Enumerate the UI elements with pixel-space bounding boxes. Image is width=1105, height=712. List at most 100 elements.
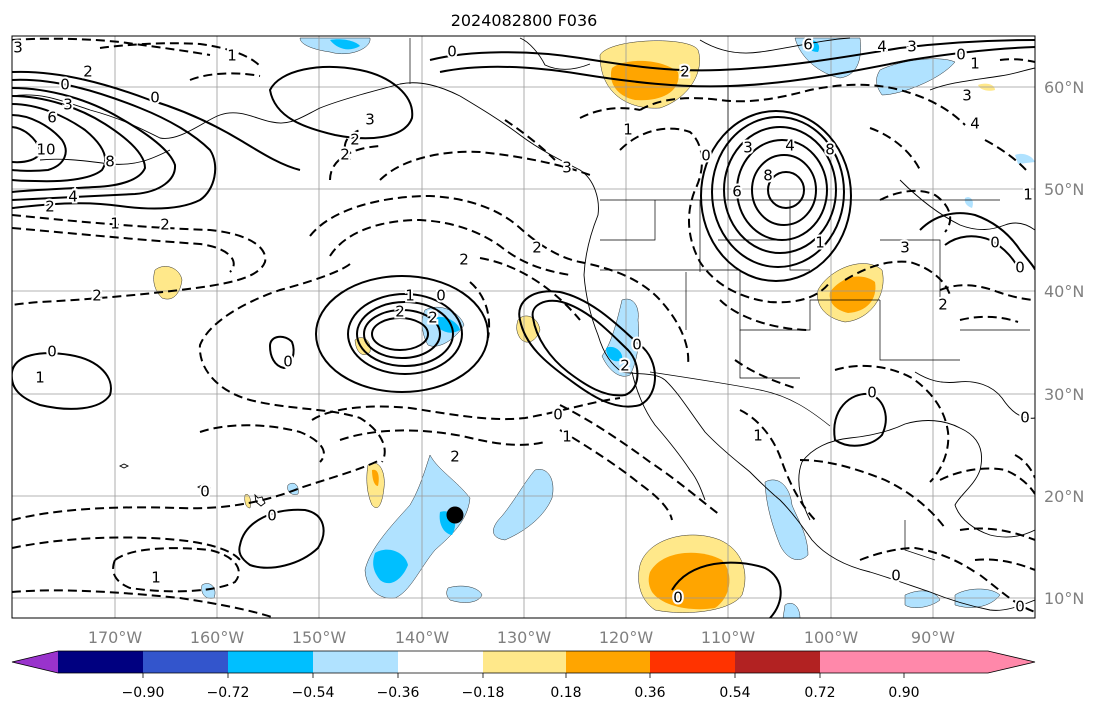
lat-label: 30°N bbox=[1044, 385, 1084, 404]
contour-label: 3 bbox=[63, 96, 73, 114]
contour-label: 1 bbox=[753, 427, 763, 445]
contour-label: 3 bbox=[13, 39, 23, 57]
colorbar-tick-label: −0.54 bbox=[292, 685, 335, 701]
colorbar-tick-label: −0.72 bbox=[207, 685, 250, 701]
map-title: 2024082800 F036 bbox=[451, 11, 598, 30]
political-borders bbox=[409, 38, 1030, 561]
contour-label: 1 bbox=[151, 569, 161, 587]
colorbar-segment bbox=[650, 651, 735, 673]
colorbar-max-extension bbox=[988, 651, 1035, 673]
contour-label: 0 bbox=[701, 147, 711, 165]
contour-label: 0 bbox=[1015, 598, 1025, 616]
map-frame bbox=[11, 35, 1036, 619]
contour-label: 0 bbox=[553, 406, 563, 424]
contour-label: 4 bbox=[785, 137, 795, 155]
contour-label: 2 bbox=[395, 303, 405, 321]
colorbar-segment bbox=[143, 651, 228, 673]
contour-label: 0 bbox=[673, 589, 683, 607]
colorbar-segment bbox=[820, 651, 904, 673]
contour-label: 2 bbox=[532, 239, 542, 257]
contour-label: 4 bbox=[68, 188, 78, 206]
colorbar-tick-label: 0.54 bbox=[719, 685, 750, 701]
lon-label: 90°W bbox=[911, 628, 955, 647]
contour-label: 3 bbox=[907, 38, 917, 56]
contour-label: 0 bbox=[283, 353, 293, 371]
colorbar-tick-label: 0.36 bbox=[634, 685, 665, 701]
colorbar-min-extension bbox=[12, 651, 58, 673]
contour-label: 8 bbox=[825, 141, 835, 159]
contour-label: 4 bbox=[877, 38, 887, 56]
contour-label: 1 bbox=[970, 55, 980, 73]
contour-label: 2 bbox=[45, 198, 55, 216]
contour-label: 1 bbox=[35, 369, 45, 387]
colorbar-segment bbox=[228, 651, 313, 673]
coastlines bbox=[12, 37, 1035, 611]
contour-label: 0 bbox=[436, 287, 446, 305]
contour-label: 0 bbox=[1020, 409, 1030, 427]
contour-label: 3 bbox=[962, 87, 972, 105]
colorbar-segment bbox=[904, 651, 988, 673]
contour-label: 1 bbox=[815, 234, 825, 252]
contour-label: 2 bbox=[459, 251, 469, 269]
lon-label: 110°W bbox=[701, 628, 756, 647]
colorbar-tick-label: 0.90 bbox=[888, 685, 919, 701]
lon-label: 130°W bbox=[497, 628, 552, 647]
colorbar-segment bbox=[313, 651, 398, 673]
colorbar-segment bbox=[566, 651, 650, 673]
contour-label: 2 bbox=[938, 296, 948, 314]
shaded-anomaly-regions bbox=[153, 37, 1035, 618]
contours bbox=[12, 39, 1035, 618]
contour-label: 0 bbox=[60, 76, 70, 94]
colorbar-segment bbox=[398, 651, 483, 673]
lat-label: 20°N bbox=[1044, 487, 1084, 506]
colorbar-segment bbox=[58, 651, 143, 673]
contour-label: 6 bbox=[47, 109, 57, 127]
contour-label: 1 bbox=[623, 121, 633, 139]
contour-label: 1 bbox=[1023, 186, 1033, 204]
contour-label: 0 bbox=[1015, 259, 1025, 277]
contour-label: 8 bbox=[763, 167, 773, 185]
contour-label: 1 bbox=[405, 287, 415, 305]
contour-label: 4 bbox=[970, 115, 980, 133]
contour-label: 0 bbox=[447, 43, 457, 61]
contour-label: 2 bbox=[340, 146, 350, 164]
colorbar-tick-label: −0.36 bbox=[377, 685, 420, 701]
lat-label: 50°N bbox=[1044, 180, 1084, 199]
contour-label: 0 bbox=[150, 89, 160, 107]
contour-label: 6 bbox=[732, 183, 742, 201]
contour-label: 2 bbox=[450, 448, 460, 466]
lon-label: 100°W bbox=[804, 628, 859, 647]
contour-label: 2 bbox=[83, 63, 93, 81]
contour-label: 1 bbox=[110, 215, 120, 233]
contour-label: 8 bbox=[105, 153, 115, 171]
contour-label: 6 bbox=[803, 36, 813, 54]
lon-label: 150°W bbox=[292, 628, 347, 647]
contour-label: 0 bbox=[47, 343, 57, 361]
longitude-labels: 170°W 160°W 150°W 140°W 130°W 120°W 110°… bbox=[88, 628, 955, 647]
lon-label: 140°W bbox=[395, 628, 450, 647]
colorbar-tick-label: −0.18 bbox=[462, 685, 505, 701]
lat-label: 40°N bbox=[1044, 282, 1084, 301]
contour-label: 10 bbox=[36, 141, 55, 159]
contour-label: 3 bbox=[562, 159, 572, 177]
contour-label: 0 bbox=[956, 46, 966, 64]
contour-label: 0 bbox=[990, 234, 1000, 252]
lon-label: 120°W bbox=[599, 628, 654, 647]
contour-label: 2 bbox=[92, 287, 102, 305]
contour-label: 3 bbox=[900, 239, 910, 257]
contour-label: 2 bbox=[620, 357, 630, 375]
contour-label: 2 bbox=[428, 309, 438, 327]
contour-label: 3 bbox=[365, 111, 375, 129]
storm-center-marker bbox=[446, 506, 464, 524]
lat-label: 10°N bbox=[1044, 589, 1084, 608]
lat-label: 60°N bbox=[1044, 78, 1084, 97]
contour-label: 0 bbox=[632, 336, 642, 354]
contour-label: 0 bbox=[267, 507, 277, 525]
colorbar-tick-label: 0.18 bbox=[550, 685, 581, 701]
contour-label: 2 bbox=[680, 63, 690, 81]
contour-label: 3 bbox=[743, 139, 753, 157]
lon-label: 160°W bbox=[190, 628, 245, 647]
dashed-contours bbox=[12, 37, 1035, 618]
